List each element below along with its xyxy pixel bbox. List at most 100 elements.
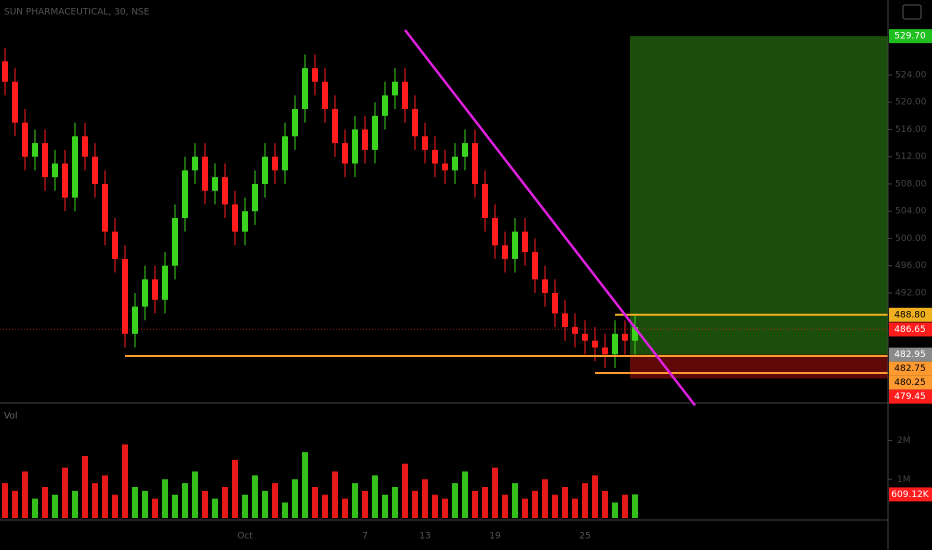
chart-title: SUN PHARMACEUTICAL, 30, NSE (4, 8, 150, 18)
price-pane (0, 36, 888, 379)
candle-body (632, 327, 638, 341)
volume-bar (262, 490, 268, 518)
volume-bar (12, 490, 18, 518)
candle-body (142, 279, 148, 307)
volume-bar (192, 471, 198, 518)
volume-bar (122, 444, 128, 518)
x-tick-label: 25 (579, 532, 590, 542)
candle-body (432, 149, 438, 164)
candle-body (342, 143, 348, 164)
volume-bar (182, 483, 188, 518)
price-label: 479.45 (894, 392, 926, 402)
price-label-box (889, 307, 932, 322)
volume-bar (202, 490, 208, 518)
volume-bar (462, 471, 468, 518)
volume-bar (42, 487, 48, 518)
volume-bar (542, 479, 548, 518)
volume-bar (302, 452, 308, 518)
candle-body (222, 177, 228, 205)
volume-bar (532, 490, 538, 518)
candle-body (502, 245, 508, 259)
candle-body (42, 143, 48, 178)
y-tick-label: 520.00 (895, 98, 927, 108)
volume-bar (92, 483, 98, 518)
y-tick-label: 2M (897, 436, 911, 446)
candle-body (92, 156, 98, 184)
x-tick-label: 13 (419, 532, 430, 542)
volume-bar (382, 494, 388, 518)
volume-bar (32, 498, 38, 518)
y-tick-label: 512.00 (895, 152, 927, 162)
candle-body (112, 231, 118, 259)
candle-body (32, 143, 38, 157)
candle-body (242, 211, 248, 232)
volume-bar (82, 456, 88, 518)
candle-body (412, 109, 418, 137)
volume-bar (522, 498, 528, 518)
candle-body (292, 109, 298, 137)
y-tick-label: 516.00 (895, 125, 927, 135)
volume-bar (292, 479, 298, 518)
candle-body (252, 183, 258, 212)
candle-body (262, 156, 268, 184)
volume-label-box (889, 487, 932, 502)
volume-bar (162, 479, 168, 518)
price-label-box (889, 389, 932, 404)
stop-zone (630, 354, 888, 379)
candle-body (272, 156, 278, 171)
volume-bar (612, 502, 618, 518)
candle-body (422, 136, 428, 150)
candle-body (582, 333, 588, 341)
y-tick-label: 504.00 (895, 207, 927, 217)
volume-bar (402, 463, 408, 518)
candle-body (442, 163, 448, 171)
candle-body (232, 204, 238, 232)
volume-bar (72, 490, 78, 518)
volume-bar (52, 494, 58, 518)
candle-body (522, 231, 528, 253)
candle-body (612, 333, 618, 355)
candle-body (22, 122, 28, 157)
volume-bar (562, 487, 568, 518)
candle-body (72, 136, 78, 198)
target-zone (630, 36, 888, 355)
candle-body (572, 327, 578, 334)
volume-bar (632, 494, 638, 518)
candle-body (282, 136, 288, 171)
candle-body (512, 231, 518, 259)
candle-body (302, 68, 308, 110)
price-label-box (889, 375, 932, 390)
volume-bar (502, 494, 508, 518)
candle-body (392, 81, 398, 96)
volume-label: 609.12K (891, 490, 929, 500)
volume-bar (112, 494, 118, 518)
candle-body (202, 156, 208, 191)
volume-bar (372, 475, 378, 518)
candle-body (192, 156, 198, 171)
volume-bar (622, 494, 628, 518)
volume-bar (342, 498, 348, 518)
candle-body (352, 129, 358, 164)
volume-bar (22, 471, 28, 518)
y-tick-label: 500.00 (895, 234, 927, 244)
candle-body (622, 333, 628, 341)
volume-bar (472, 490, 478, 518)
price-label: 529.70 (894, 32, 926, 42)
candle-body (472, 143, 478, 184)
volume-bar (252, 475, 258, 518)
volume-bar (442, 498, 448, 518)
y-tick-label: 508.00 (895, 179, 927, 189)
candle-body (332, 109, 338, 144)
price-label-box (889, 322, 932, 337)
settings-button[interactable] (902, 4, 922, 20)
volume-bar (392, 487, 398, 518)
volume-bar (572, 498, 578, 518)
volume-bar (152, 498, 158, 518)
trend-line (404, 29, 696, 407)
volume-bar (212, 498, 218, 518)
price-label: 482.95 (894, 350, 926, 360)
candle-body (52, 163, 58, 178)
volume-bar (62, 467, 68, 518)
y-tick-label: 1M (897, 475, 911, 485)
candle-body (372, 115, 378, 150)
